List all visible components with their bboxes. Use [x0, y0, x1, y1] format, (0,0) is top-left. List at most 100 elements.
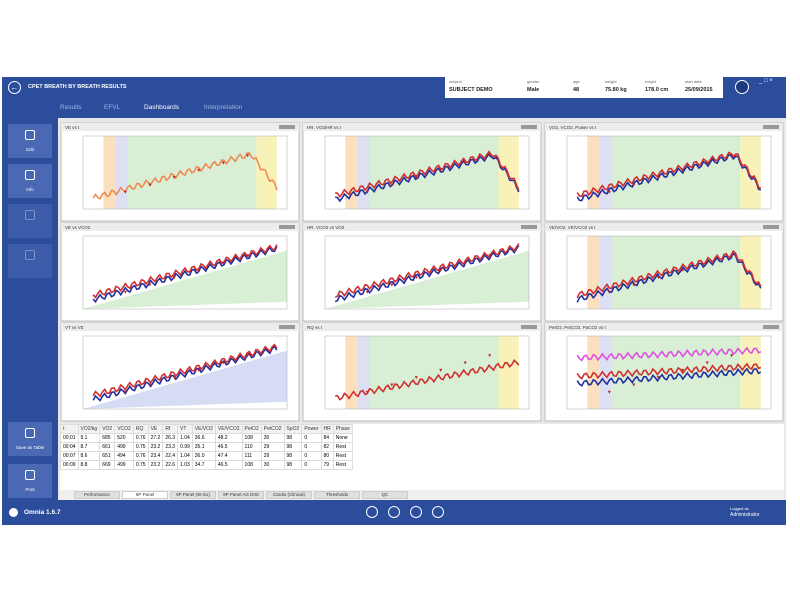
- back-button[interactable]: ←: [8, 81, 21, 94]
- cell: 651: [99, 451, 116, 461]
- table-row[interactable]: 00:01 9.1 685 520 0.76 27.2 26.3 1.04 36.6 48.2 10…: [60, 433, 353, 443]
- event-marker: [730, 154, 734, 158]
- event-marker: [365, 290, 369, 294]
- side-button-disabled[interactable]: [8, 244, 52, 278]
- cell: 661: [99, 442, 116, 452]
- side-button-disabled[interactable]: [8, 204, 52, 238]
- cell: 00:04: [60, 442, 79, 452]
- cell: 47.4: [214, 451, 243, 461]
- event-marker: [681, 368, 685, 372]
- event-marker: [123, 290, 127, 294]
- cell: 108: [241, 433, 262, 443]
- app-window: ← CPET BREATH BY BREATH RESULTS subject S…: [2, 77, 786, 525]
- bottom-tab[interactable]: Cardio (Clinical): [266, 491, 312, 499]
- panel-buttons[interactable]: [279, 225, 295, 229]
- bottom-tab[interactable]: Thresholds: [314, 491, 360, 499]
- tab[interactable]: EFVL: [104, 104, 121, 111]
- trace: [334, 245, 520, 303]
- bottom-tab[interactable]: 9P Panel (W-Gx): [170, 491, 216, 499]
- field-value: 178.0 cm: [645, 87, 669, 93]
- event-marker: [705, 161, 709, 165]
- plot-frame: [566, 135, 772, 210]
- cell: 98: [283, 451, 303, 461]
- side-button[interactable]: Print: [8, 464, 52, 498]
- cell: 22.4: [162, 451, 179, 461]
- panel-buttons[interactable]: [763, 325, 779, 329]
- panel-buttons[interactable]: [521, 225, 537, 229]
- column-header: Rf: [162, 424, 179, 434]
- bottom-tabs: Performance 9P Panel 9P Panel (W-Gx) 9P Pan…: [60, 490, 784, 500]
- panel-buttons[interactable]: [763, 225, 779, 229]
- panel-title: VO2, VCO2, Power vs t: [549, 125, 597, 130]
- button-icon: [25, 130, 35, 140]
- trace: [576, 153, 762, 202]
- side-button[interactable]: Save as Table: [8, 422, 52, 456]
- table-row[interactable]: 00:09 8.8 669 499 0.75 23.2 22.6 1.03 34.7 46.5 10…: [60, 460, 353, 470]
- panel-header: [303, 323, 541, 331]
- panel-header: [303, 223, 541, 231]
- event-marker: [414, 276, 418, 280]
- cell: 35.1: [191, 442, 216, 452]
- event-marker: [390, 383, 394, 387]
- cell: 00:07: [60, 451, 79, 461]
- side-button[interactable]: Info: [8, 164, 52, 198]
- column-header: Power: [301, 424, 322, 434]
- settings-icon[interactable]: [388, 506, 400, 518]
- zone-exercise: [369, 336, 499, 409]
- lock-icon[interactable]: [366, 506, 378, 518]
- trace: [334, 243, 520, 299]
- column-header: VE/VCO2: [214, 424, 243, 434]
- db-icon[interactable]: [410, 506, 422, 518]
- plot-frame: [566, 235, 772, 310]
- panel-title: VT vs VE: [65, 325, 84, 330]
- cell: Rest: [332, 442, 353, 452]
- tab[interactable]: Results: [60, 104, 82, 111]
- event-marker: [656, 276, 660, 280]
- cell: Rest: [332, 451, 353, 461]
- tab[interactable]: Interpretation: [204, 104, 243, 111]
- sidebar: Edit Info Save as Table Print: [2, 118, 58, 500]
- event-marker: [681, 268, 685, 272]
- rss-icon[interactable]: [432, 506, 444, 518]
- cell: 30: [260, 433, 285, 443]
- field-label: subject: [449, 79, 462, 84]
- window-controls[interactable]: _ □ ×: [759, 78, 773, 84]
- bottom-tab[interactable]: 9P Panel: [122, 491, 168, 499]
- field-value: Male: [527, 87, 540, 93]
- panel-buttons[interactable]: [279, 325, 295, 329]
- event-marker: [705, 261, 709, 265]
- panel-buttons[interactable]: [521, 325, 537, 329]
- field-value: SUBJECT DEMO: [449, 87, 493, 93]
- table-row[interactable]: 00:04 8.7 661 499 0.75 23.2 23.3 0.99 35.1 46.5 11…: [60, 442, 353, 452]
- cell: 111: [241, 451, 262, 461]
- bottom-tab[interactable]: 9P Panel AG DIIS: [218, 491, 264, 499]
- button-icon: [25, 428, 35, 438]
- panel-buttons[interactable]: [521, 125, 537, 129]
- panel-title: VE vs t: [65, 125, 80, 130]
- cell: 0: [301, 451, 322, 461]
- cell: 46.5: [214, 442, 243, 452]
- panel-buttons[interactable]: [279, 125, 295, 129]
- bottom-tab[interactable]: QC: [362, 491, 408, 499]
- trace: [335, 152, 520, 203]
- zone-recovery: [740, 136, 761, 209]
- trace: [92, 246, 278, 304]
- cell: 23.2: [147, 442, 164, 452]
- column-header: VO2: [99, 424, 116, 434]
- plot-frame: [324, 135, 530, 210]
- table-row[interactable]: 00:07 8.6 651 494 0.76 23.4 22.4 1.04 36.0 47.4 11…: [60, 451, 353, 461]
- cell: 108: [241, 460, 262, 470]
- event-marker: [148, 283, 152, 287]
- cell: 79: [320, 460, 334, 470]
- cell: 0: [301, 433, 322, 443]
- event-marker: [148, 383, 152, 387]
- column-header: Phase: [332, 424, 353, 434]
- user-icon[interactable]: [735, 80, 749, 94]
- zone-wedge: [83, 350, 287, 409]
- panel-buttons[interactable]: [763, 125, 779, 129]
- footer: Omnia 1.6.7 Logged as Administrator: [2, 500, 786, 525]
- zone-warmup: [599, 236, 612, 309]
- tab[interactable]: Dashboards: [144, 104, 180, 111]
- side-button[interactable]: Edit: [8, 124, 52, 158]
- bottom-tab[interactable]: Performance: [74, 491, 120, 499]
